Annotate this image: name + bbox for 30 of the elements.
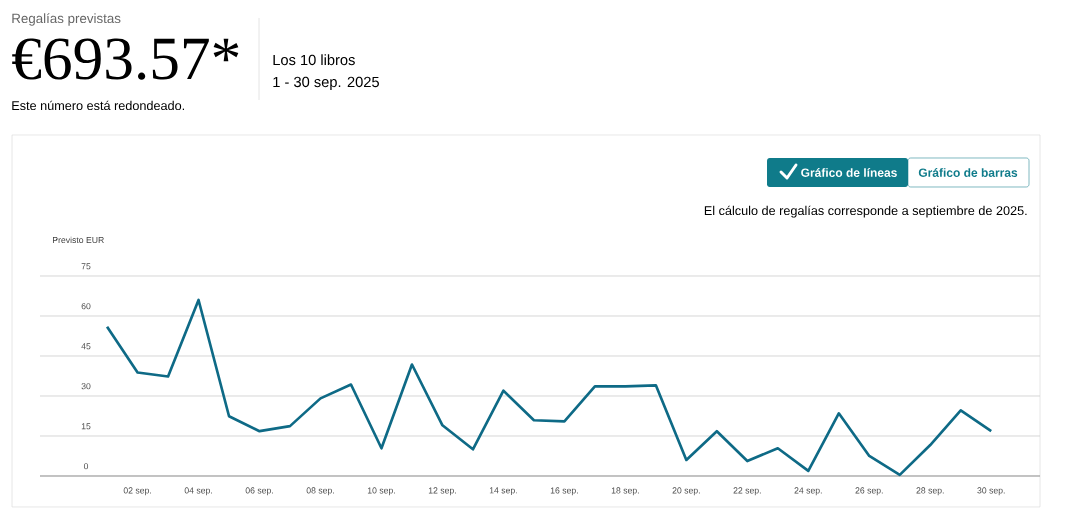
y-tick-label: 75 (81, 263, 91, 270)
chart-title: Regalías previstas (12, 13, 121, 26)
text: 1 - 30 sep. 2025 (273, 76, 379, 91)
x-tick-label: 10 sep. (367, 487, 395, 496)
x-tick-label: 12 sep. (428, 487, 456, 496)
text: Los 10 libros (273, 54, 355, 66)
text: €693.57* (12, 38, 239, 80)
y-axis-title: Previsto EUR (52, 236, 104, 244)
x-tick-label: 20 sep. (672, 487, 700, 496)
x-tick-label: 24 sep. (794, 487, 822, 496)
x-tick-label: 08 sep. (306, 487, 334, 496)
x-tick-label: 18 sep. (611, 487, 639, 496)
x-tick-label: 26 sep. (855, 487, 883, 496)
y-tick-label: 30 (81, 383, 91, 390)
x-tick-label: 22 sep. (733, 487, 761, 496)
x-tick-label: 28 sep. (916, 487, 944, 496)
y-tick-label: 0 (83, 463, 89, 470)
text: Gráfico de líneas (801, 168, 897, 177)
x-tick-label: 02 sep. (123, 487, 151, 496)
y-tick-label: 60 (81, 303, 91, 310)
x-tick-label: 04 sep. (184, 487, 212, 496)
y-tick-label: 45 (81, 343, 91, 350)
text: Gráfico de barras (918, 168, 1018, 177)
x-tick-label: 14 sep. (489, 487, 517, 496)
x-tick-label: 06 sep. (245, 487, 273, 496)
y-tick-label: 15 (81, 423, 91, 430)
text: El cálculo de regalías corresponde a septiembre de 2025. (704, 205, 1027, 218)
x-tick-label: 16 sep. (550, 487, 578, 496)
text: Este número está redondeado. (12, 100, 185, 111)
x-tick-label: 30 sep. (977, 487, 1005, 496)
